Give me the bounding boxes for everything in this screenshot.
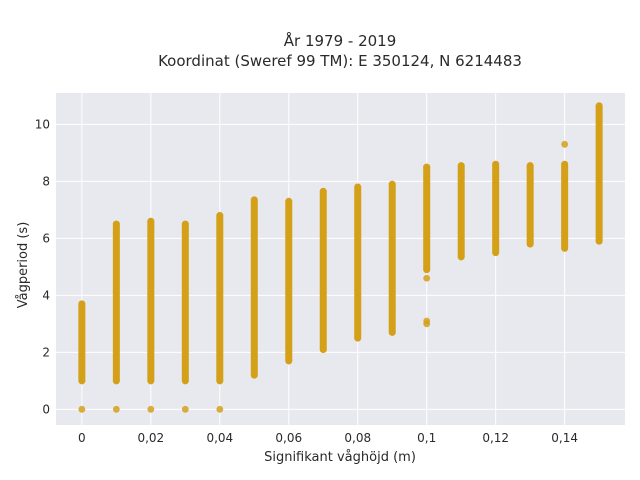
- tick-labels: 0 0,02 0,04 0,06 0,08 0,1 0,12 0,14 0 2 4 6 8 10: [35, 117, 578, 445]
- data-point: [561, 160, 569, 168]
- data-point: [388, 306, 396, 313]
- x-tick-label: 0,08: [344, 431, 371, 445]
- data-point: [112, 220, 120, 228]
- data-point: [181, 405, 189, 413]
- data-point: [78, 377, 86, 385]
- data-point: [354, 183, 362, 191]
- data-point: [388, 180, 396, 188]
- data-point: [216, 377, 224, 385]
- plot-area: [56, 93, 625, 425]
- data-point: [423, 266, 431, 274]
- data-point: [457, 162, 465, 170]
- data-point: [78, 405, 86, 413]
- x-tick-label: 0,14: [551, 431, 578, 445]
- x-axis-label: Signifikant våghöjd (m): [264, 450, 416, 465]
- x-tick-label: 0,1: [417, 431, 436, 445]
- data-point: [354, 334, 362, 342]
- data-points: [78, 102, 603, 413]
- data-point: [250, 371, 258, 379]
- x-tick-label: 0,02: [137, 431, 164, 445]
- data-point: [526, 240, 534, 248]
- data-point: [423, 163, 431, 171]
- data-point: [561, 244, 569, 252]
- data-point: [181, 377, 189, 385]
- y-tick-label: 0: [42, 402, 50, 416]
- data-point: [319, 187, 327, 195]
- data-point: [78, 300, 86, 308]
- y-tick-label: 2: [42, 345, 50, 359]
- data-point: [388, 328, 396, 336]
- data-point: [561, 140, 569, 148]
- y-tick-label: 4: [42, 288, 50, 302]
- data-point: [492, 249, 500, 256]
- y-tick-label: 10: [35, 117, 50, 131]
- data-point: [147, 377, 155, 385]
- data-point: [595, 102, 603, 110]
- data-point: [250, 196, 258, 204]
- data-point: [147, 405, 155, 413]
- y-tick-label: 6: [42, 231, 50, 245]
- data-point: [216, 405, 224, 413]
- x-tick-label: 0,06: [275, 431, 302, 445]
- data-point: [354, 309, 362, 316]
- data-point: [181, 220, 189, 228]
- data-point: [492, 160, 500, 168]
- x-tick-label: 0,12: [482, 431, 509, 445]
- data-point: [423, 274, 431, 282]
- y-axis-label: Vågperiod (s): [16, 222, 31, 309]
- data-point: [354, 300, 362, 308]
- data-point: [595, 237, 603, 245]
- chart-title-line-2: Koordinat (Sweref 99 TM): E 350124, N 62…: [158, 52, 522, 70]
- data-point: [112, 405, 120, 413]
- data-point: [147, 217, 155, 225]
- data-point: [319, 346, 327, 353]
- data-point: [526, 162, 534, 170]
- data-point: [423, 317, 431, 325]
- data-point: [112, 377, 120, 385]
- data-point: [285, 197, 293, 205]
- y-tick-label: 8: [42, 174, 50, 188]
- x-tick-label: 0: [78, 431, 86, 445]
- data-point: [285, 357, 293, 365]
- chart-title-line-1: År 1979 - 2019: [284, 31, 397, 50]
- data-point: [216, 212, 224, 219]
- data-point: [457, 253, 465, 261]
- x-tick-label: 0,04: [206, 431, 233, 445]
